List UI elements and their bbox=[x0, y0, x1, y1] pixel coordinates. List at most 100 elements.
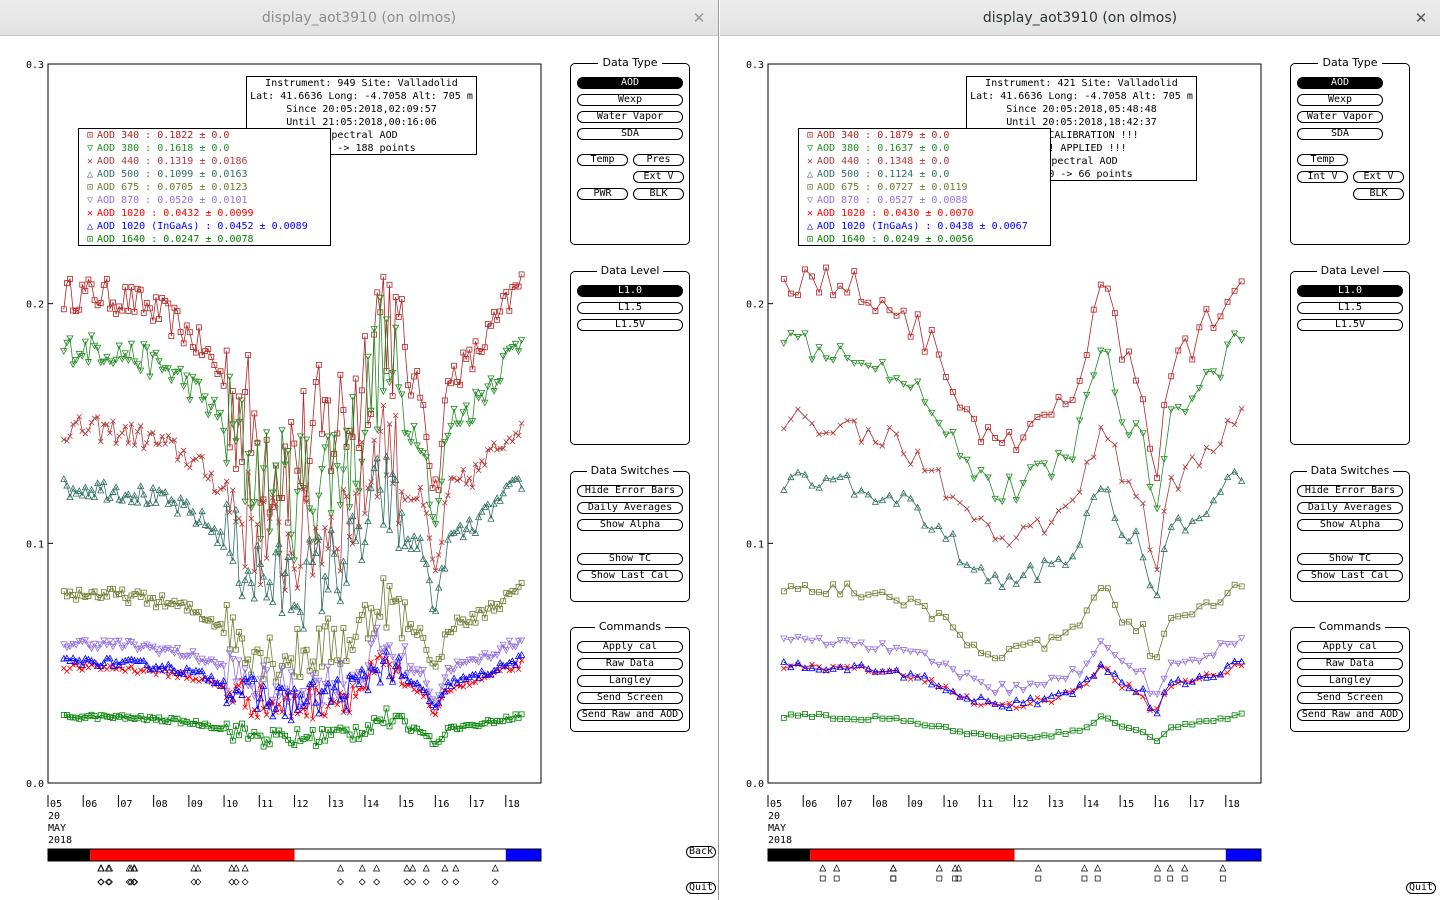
data-point bbox=[159, 433, 165, 440]
data-point bbox=[330, 432, 338, 439]
show-alpha-button[interactable]: Show Alpha bbox=[577, 519, 683, 531]
data-point bbox=[121, 350, 129, 358]
show-tc-button[interactable]: Show TC bbox=[577, 553, 683, 565]
data-point bbox=[885, 377, 894, 385]
legend-entry: ▽ AOD 870 : 0.0527 ± 0.0088 bbox=[803, 194, 1050, 207]
left-window-titlebar[interactable]: display_aot3910 (on olmos) ✕ bbox=[0, 0, 718, 36]
pres-button[interactable]: Pres bbox=[633, 154, 684, 166]
data-point bbox=[226, 691, 234, 698]
hide-error-bars-button[interactable]: Hide Error Bars bbox=[577, 485, 683, 497]
raw-data-button[interactable]: Raw Data bbox=[577, 658, 683, 670]
blk-button[interactable]: BLK bbox=[633, 188, 684, 200]
data-point bbox=[1006, 542, 1013, 548]
water-vapor-button[interactable]: Water Vapor bbox=[577, 111, 683, 123]
aod-button[interactable]: AOD bbox=[577, 77, 683, 89]
data-point bbox=[299, 701, 308, 709]
data-point bbox=[325, 397, 331, 404]
data-point bbox=[1048, 519, 1055, 526]
apply-cal-button[interactable]: Apply cal bbox=[577, 641, 683, 653]
show-alpha-button[interactable]: Show Alpha bbox=[1297, 519, 1403, 531]
data-point bbox=[991, 690, 999, 697]
data-point bbox=[481, 399, 489, 407]
level-l15-button[interactable]: L1.5 bbox=[1297, 302, 1403, 314]
level-l10-button[interactable]: L1.0 bbox=[1297, 285, 1403, 297]
data-point bbox=[474, 674, 483, 681]
data-point bbox=[787, 473, 795, 481]
right-window-titlebar[interactable]: display_aot3910 (on olmos) ✕ bbox=[720, 0, 1440, 36]
x-tick-label: 07 bbox=[120, 799, 132, 810]
data-point bbox=[1125, 432, 1133, 440]
data-point bbox=[219, 542, 228, 550]
hide-error-bars-button[interactable]: Hide Error Bars bbox=[1297, 485, 1403, 497]
data-point bbox=[435, 699, 443, 707]
show-tc-button[interactable]: Show TC bbox=[1297, 553, 1403, 565]
series-legend: ⊡ AOD 340 : 0.1879 ± 0.0 ▽ AOD 380 : 0.1637… bbox=[798, 128, 1051, 246]
data-point bbox=[352, 693, 359, 700]
daily-averages-button[interactable]: Daily Averages bbox=[577, 502, 683, 514]
data-point bbox=[787, 329, 795, 337]
send-raw-and-aod-button[interactable]: Send Raw and AOD bbox=[1297, 709, 1403, 721]
data-point bbox=[250, 675, 259, 683]
data-point bbox=[878, 359, 887, 366]
aod-button[interactable]: AOD bbox=[1297, 77, 1383, 89]
ext-v-button[interactable]: Ext V bbox=[1353, 171, 1404, 183]
wexp-button[interactable]: Wexp bbox=[577, 94, 683, 106]
temp-button[interactable]: Temp bbox=[1297, 154, 1348, 166]
data-point bbox=[1112, 677, 1118, 684]
quit-button[interactable]: Quit bbox=[1406, 882, 1436, 894]
water-vapor-button[interactable]: Water Vapor bbox=[1297, 111, 1383, 123]
show-last-cal-button[interactable]: Show Last Cal bbox=[1297, 570, 1403, 582]
data-point bbox=[1230, 641, 1239, 649]
event-marker bbox=[106, 878, 113, 886]
wexp-button[interactable]: Wexp bbox=[1297, 94, 1383, 106]
level-l15-button[interactable]: L1.5 bbox=[577, 302, 683, 314]
apply-cal-button[interactable]: Apply cal bbox=[1297, 641, 1403, 653]
square-marker-icon: ⊡ bbox=[86, 130, 94, 141]
series-line bbox=[783, 471, 1242, 597]
data-point bbox=[297, 563, 304, 570]
data-point bbox=[146, 713, 153, 720]
data-point bbox=[462, 525, 471, 532]
sda-button[interactable]: SDA bbox=[1297, 128, 1383, 140]
data-point bbox=[816, 431, 822, 438]
level-l10-button[interactable]: L1.0 bbox=[577, 285, 683, 297]
data-point bbox=[140, 657, 148, 664]
blk-button[interactable]: BLK bbox=[1353, 188, 1404, 200]
data-point bbox=[936, 466, 942, 473]
level-l15v-button[interactable]: L1.5V bbox=[577, 319, 683, 331]
data-point bbox=[198, 667, 206, 675]
langley-button[interactable]: Langley bbox=[577, 675, 683, 687]
quit-button[interactable]: Quit bbox=[686, 882, 716, 894]
back-button[interactable]: Back bbox=[686, 846, 716, 858]
data-point bbox=[942, 660, 950, 668]
data-point bbox=[1118, 419, 1126, 427]
level-l15v-button[interactable]: L1.5V bbox=[1297, 319, 1403, 331]
ext-v-button[interactable]: Ext V bbox=[633, 171, 684, 183]
data-point bbox=[942, 431, 950, 439]
legend-label: AOD 340 : 0.1879 ± 0.0 bbox=[817, 130, 950, 141]
data-point bbox=[113, 591, 119, 598]
data-point bbox=[125, 440, 132, 446]
data-point bbox=[1195, 658, 1204, 666]
pwr-button[interactable]: PWR bbox=[577, 188, 628, 200]
data-point bbox=[244, 677, 252, 685]
send-screen-button[interactable]: Send Screen bbox=[577, 692, 683, 704]
close-icon[interactable]: ✕ bbox=[1414, 9, 1428, 27]
send-raw-and-aod-button[interactable]: Send Raw and AOD bbox=[577, 709, 683, 721]
int-v-button[interactable]: Int V bbox=[1297, 171, 1348, 183]
data-point bbox=[368, 605, 374, 612]
sda-button[interactable]: SDA bbox=[577, 128, 683, 140]
data-point bbox=[269, 699, 276, 705]
send-screen-button[interactable]: Send Screen bbox=[1297, 692, 1403, 704]
square-marker-icon: ⊡ bbox=[806, 130, 814, 141]
data-point bbox=[113, 310, 119, 317]
temp-button[interactable]: Temp bbox=[577, 154, 628, 166]
raw-data-button[interactable]: Raw Data bbox=[1297, 658, 1403, 670]
data-point bbox=[107, 714, 113, 721]
langley-button[interactable]: Langley bbox=[1297, 675, 1403, 687]
data-point bbox=[232, 438, 240, 445]
close-icon[interactable]: ✕ bbox=[692, 9, 706, 27]
daily-averages-button[interactable]: Daily Averages bbox=[1297, 502, 1403, 514]
show-last-cal-button[interactable]: Show Last Cal bbox=[577, 570, 683, 582]
event-marker bbox=[422, 864, 430, 872]
